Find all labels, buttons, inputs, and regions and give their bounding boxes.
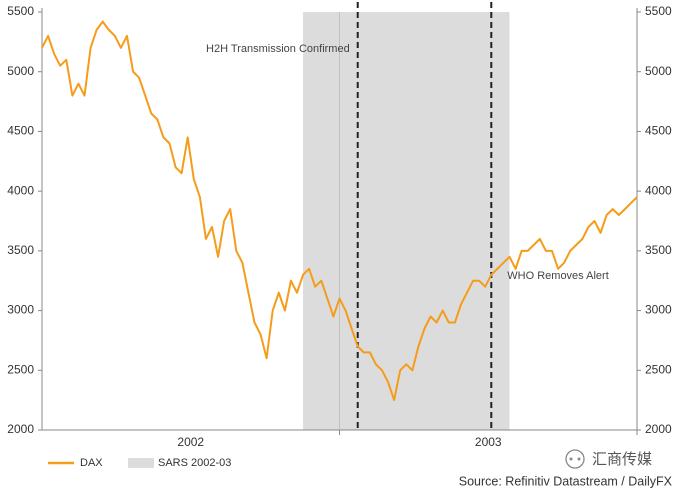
event-label: H2H Transmission Confirmed (206, 43, 350, 55)
watermark-icon (565, 449, 585, 469)
y2-tick-label: 4500 (645, 124, 672, 138)
watermark: 汇商传媒 (592, 451, 652, 468)
data-line (41, 20, 638, 402)
y2-tick-label: 3000 (645, 303, 672, 317)
y2-tick-label: 5000 (645, 64, 672, 78)
y2-tick-label: 3500 (645, 243, 672, 257)
y-tick-label: 5500 (7, 4, 34, 18)
x-tick-label: 2003 (475, 435, 502, 449)
y-tick-label: 3500 (7, 243, 34, 257)
event-label: WHO Removes Alert (507, 270, 608, 282)
y2-tick-label: 4000 (645, 183, 672, 197)
y-tick-label: 4000 (7, 183, 34, 197)
y-tick-label: 2500 (7, 362, 34, 376)
y2-tick-label: 2500 (645, 362, 672, 376)
y2-tick-label: 2000 (645, 422, 672, 436)
y-tick-label: 3000 (7, 303, 34, 317)
y2-tick-label: 5500 (645, 4, 672, 18)
legend-swatch (128, 458, 154, 468)
y-tick-label: 2000 (7, 422, 34, 436)
shade-band (303, 12, 510, 430)
legend-label: DAX (80, 457, 103, 469)
y-tick-label: 4500 (7, 124, 34, 138)
legend-label: SARS 2002-03 (158, 457, 231, 469)
y-tick-label: 5000 (7, 64, 34, 78)
x-tick-label: 2002 (177, 435, 204, 449)
source: Source: Refinitiv Datastream / DailyFX (459, 474, 673, 488)
